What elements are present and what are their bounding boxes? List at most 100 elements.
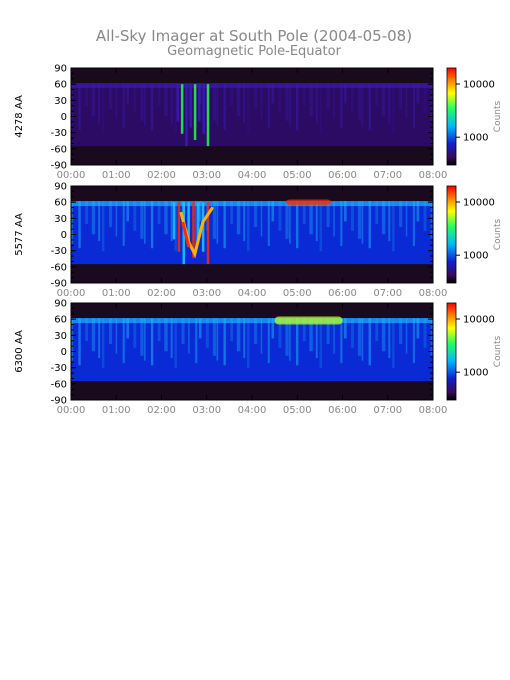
x-tick-label: 00:00: [57, 405, 86, 416]
streak: [405, 201, 408, 237]
x-tick-label: 02:00: [147, 288, 176, 299]
feature-streak: [176, 84, 180, 122]
streak: [289, 318, 291, 361]
heatmap-image: [71, 186, 433, 283]
x-tick-label: 03:00: [192, 170, 221, 181]
x-tick-label: 00:00: [57, 288, 86, 299]
streak: [375, 318, 379, 342]
streak: [198, 201, 202, 222]
colorbar-tick-label: 1000: [463, 368, 488, 379]
streak: [392, 83, 395, 134]
streak: [115, 318, 118, 354]
streak: [381, 83, 386, 117]
x-tick-label: 03:00: [192, 405, 221, 416]
streak: [243, 201, 246, 242]
colorbar-tick-label: 10000: [463, 198, 495, 209]
streak: [126, 83, 130, 104]
streak: [115, 83, 118, 119]
streak: [195, 318, 198, 363]
streak: [157, 83, 161, 107]
streak: [212, 83, 217, 121]
streak: [344, 318, 347, 339]
streak: [361, 83, 364, 126]
y-tick-label: -90: [51, 279, 67, 290]
streak: [333, 318, 335, 354]
colorbar-frame: [446, 302, 457, 401]
streak: [326, 318, 330, 345]
y-tick-label: -60: [51, 262, 67, 273]
streak: [243, 318, 246, 359]
feature-streak: [198, 84, 201, 122]
streak: [296, 318, 299, 366]
streak: [399, 83, 403, 110]
x-tick-label: 08:00: [419, 170, 448, 181]
streak: [430, 83, 433, 121]
streak: [302, 201, 306, 225]
polar-band: [71, 201, 433, 207]
streak: [285, 83, 289, 121]
streak: [368, 318, 371, 366]
y-tick-label: -30: [51, 363, 67, 374]
streak: [416, 201, 420, 222]
streak: [174, 83, 177, 134]
feature-streak: [185, 84, 188, 147]
colorbar-tick-label: 10000: [463, 80, 495, 91]
streak: [405, 318, 408, 354]
streak: [188, 318, 190, 354]
streak: [247, 318, 250, 369]
streak: [247, 201, 250, 252]
streak: [174, 318, 177, 369]
streak: [361, 201, 364, 244]
x-tick-label: 01:00: [102, 288, 131, 299]
streak: [361, 318, 364, 361]
streak: [375, 83, 379, 107]
streak: [212, 318, 217, 356]
polar-band: [71, 318, 433, 324]
y-tick-label: 0: [61, 230, 67, 241]
streak: [357, 201, 362, 239]
streak: [247, 83, 250, 134]
streak: [388, 201, 391, 242]
x-tick-label: 04:00: [238, 170, 267, 181]
streak: [350, 201, 354, 231]
x-tick-label: 06:00: [328, 170, 357, 181]
y-tick-label: -60: [51, 144, 67, 155]
y-axis-label: 5577 AA: [14, 213, 25, 256]
streak: [85, 318, 88, 342]
colorbar-tick-label: 1000: [463, 251, 488, 262]
colorbar-label: Counts: [493, 218, 503, 250]
y-axis-label: 6300 AA: [14, 330, 25, 373]
streak: [392, 201, 395, 252]
streak: [340, 83, 343, 128]
y-tick-label: 0: [61, 112, 67, 123]
streak: [108, 318, 113, 345]
streak: [181, 318, 185, 345]
x-tick-label: 00:00: [57, 170, 86, 181]
x-tick-label: 05:00: [283, 288, 312, 299]
streak: [91, 83, 96, 117]
streak: [140, 83, 144, 121]
feature-streak: [187, 202, 190, 246]
polar-band: [71, 83, 433, 89]
colorbar: [447, 303, 456, 400]
streak: [399, 318, 403, 345]
streak: [381, 318, 386, 352]
streak: [230, 83, 234, 107]
streak: [98, 201, 101, 242]
colorbar-label: Counts: [493, 335, 503, 367]
streak: [216, 83, 219, 126]
streak: [340, 318, 343, 363]
streak: [309, 318, 313, 352]
streak: [91, 201, 96, 235]
streak: [170, 83, 173, 124]
streak: [309, 83, 313, 117]
streak: [101, 318, 105, 369]
x-tick-label: 06:00: [328, 288, 357, 299]
streak: [236, 201, 241, 235]
streak: [85, 201, 88, 225]
streak: [430, 201, 433, 239]
streak: [285, 201, 289, 239]
